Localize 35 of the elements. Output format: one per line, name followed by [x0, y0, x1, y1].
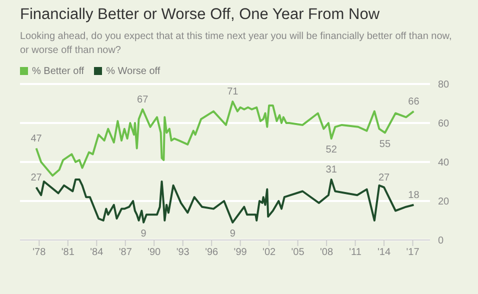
x-tick-label: '87	[118, 247, 132, 258]
annotation: 71	[227, 86, 239, 98]
x-tick-label: '14	[377, 247, 391, 258]
y-tick-label: 40	[438, 158, 450, 169]
x-tick-label: '02	[262, 247, 276, 258]
x-tick-label: '17	[406, 247, 420, 258]
chart-title: Financially Better or Worse Off, One Year From Now	[19, 5, 381, 25]
legend-label: % Better off	[32, 66, 84, 76]
annotation: 9	[230, 228, 236, 240]
y-tick-label: 60	[438, 118, 450, 130]
x-tick-label: '78	[32, 247, 46, 258]
x-tick-label: '93	[176, 247, 190, 258]
x-tick-label: '11	[349, 247, 362, 258]
annotation: 27	[30, 172, 42, 184]
annotation: 55	[379, 138, 391, 150]
y-tick-label: 0	[438, 236, 444, 247]
x-tick-label: '99	[234, 247, 248, 258]
y-tick-label: 20	[438, 196, 450, 208]
annotation: 47	[30, 133, 42, 144]
annotation: 52	[326, 144, 338, 156]
y-tick-label: 80	[438, 80, 450, 91]
annotation: 27	[378, 172, 390, 184]
chart-subtitle: Looking ahead, do you expect that at this time next year you will be financially better off than now, or worse off than now?	[19, 30, 453, 58]
annotation: 18	[408, 190, 420, 201]
annotation: 31	[326, 164, 338, 176]
legend-label: % Worse off	[106, 66, 160, 76]
annotation: 66	[408, 96, 420, 108]
x-tick-label: '84	[90, 247, 104, 258]
x-tick-label: '81	[61, 247, 75, 258]
x-tick-label: '96	[205, 247, 219, 258]
x-tick-label: '08	[320, 247, 334, 258]
x-tick-label: '05	[291, 247, 305, 258]
annotation: 67	[137, 94, 149, 106]
annotation: 9	[140, 228, 147, 240]
x-tick-label: '90	[148, 247, 162, 258]
